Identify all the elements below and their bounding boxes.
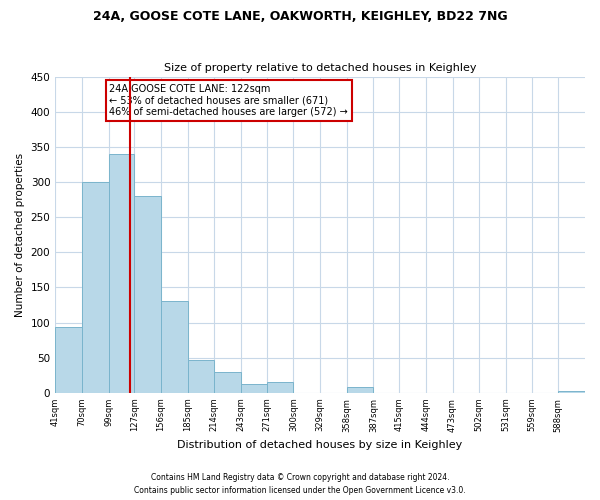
Bar — [188, 360, 214, 393]
Text: Contains HM Land Registry data © Crown copyright and database right 2024.
Contai: Contains HM Land Registry data © Crown c… — [134, 474, 466, 495]
Bar — [214, 372, 241, 393]
Bar — [134, 196, 161, 393]
Text: 24A GOOSE COTE LANE: 122sqm
← 53% of detached houses are smaller (671)
46% of se: 24A GOOSE COTE LANE: 122sqm ← 53% of det… — [109, 84, 348, 117]
Bar — [347, 387, 373, 393]
Bar — [161, 302, 188, 393]
Text: 24A, GOOSE COTE LANE, OAKWORTH, KEIGHLEY, BD22 7NG: 24A, GOOSE COTE LANE, OAKWORTH, KEIGHLEY… — [92, 10, 508, 23]
Y-axis label: Number of detached properties: Number of detached properties — [15, 152, 25, 316]
Bar — [82, 182, 109, 393]
Title: Size of property relative to detached houses in Keighley: Size of property relative to detached ho… — [164, 63, 476, 73]
Bar — [55, 328, 82, 393]
X-axis label: Distribution of detached houses by size in Keighley: Distribution of detached houses by size … — [178, 440, 463, 450]
Bar — [559, 392, 585, 393]
Bar — [241, 384, 267, 393]
Bar — [109, 154, 134, 393]
Bar — [267, 382, 293, 393]
